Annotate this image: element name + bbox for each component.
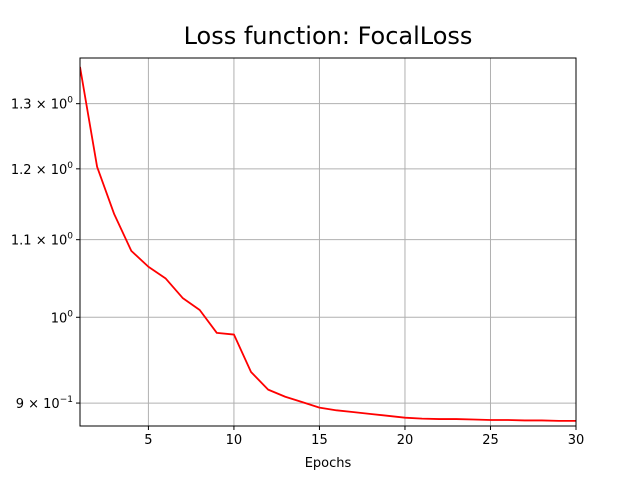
x-tick-label: 30 (568, 433, 585, 448)
x-tick-label: 25 (482, 433, 499, 448)
x-tick-label: 15 (311, 433, 328, 448)
x-axis-label: Epochs (305, 456, 352, 471)
plot-area (79, 57, 577, 427)
plot-frame (79, 57, 577, 427)
x-axis: 5 10 15 20 25 30 (144, 426, 584, 448)
y-tick-label: 1.3 × 100 (11, 96, 73, 113)
y-tick-label: 1.1 × 100 (11, 232, 73, 249)
y-tick-label: 9 × 10−1 (16, 395, 73, 412)
y-tick-label: 100 (51, 309, 74, 326)
y-axis: 9 × 10−1 100 1.1 × 100 1.2 × 100 1.3 × 100 (11, 96, 80, 412)
x-tick-label: 20 (397, 433, 414, 448)
plot-background (80, 58, 576, 426)
grid-lines (80, 58, 577, 426)
chart-title: Loss function: FocalLoss (184, 22, 473, 50)
x-tick-label: 10 (226, 433, 243, 448)
loss-series-line (80, 66, 576, 422)
y-tick-label: 1.2 × 100 (11, 161, 73, 178)
x-tick-label: 5 (144, 433, 152, 448)
series-layer (80, 66, 576, 422)
